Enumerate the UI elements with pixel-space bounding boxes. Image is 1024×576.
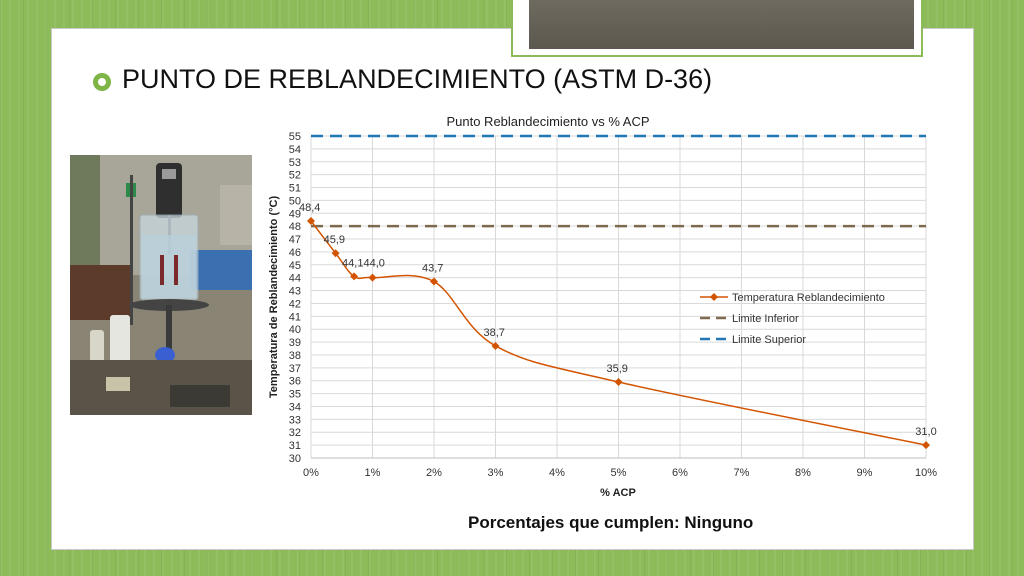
y-tick-label: 44 bbox=[289, 273, 301, 285]
data-label: 44,144,0 bbox=[342, 257, 385, 269]
x-tick-label: 10% bbox=[915, 467, 937, 479]
conclusion-text: Porcentajes que cumplen: Ninguno bbox=[468, 513, 754, 532]
data-label: 45,9 bbox=[324, 234, 345, 246]
slide-heading: PUNTO DE REBLANDECIMIENTO (ASTM D-36) bbox=[122, 64, 713, 94]
data-label: 38,7 bbox=[484, 327, 505, 339]
data-point-marker bbox=[614, 378, 623, 387]
chart-legend: Temperatura Reblandecimiento Limite Infer… bbox=[700, 292, 885, 346]
legend-label: Limite Inferior bbox=[732, 313, 799, 325]
x-tick-label: 0% bbox=[303, 467, 319, 479]
y-tick-label: 54 bbox=[289, 144, 301, 156]
data-point-marker bbox=[331, 249, 340, 258]
data-label: 31,0 bbox=[915, 426, 936, 438]
x-tick-label: 6% bbox=[672, 467, 688, 479]
data-point-marker bbox=[350, 272, 359, 281]
y-tick-label: 48 bbox=[289, 221, 301, 233]
y-tick-label: 39 bbox=[289, 337, 301, 349]
temperatura-reblandecimiento-line bbox=[310, 220, 927, 446]
y-tick-label: 41 bbox=[289, 311, 301, 323]
y-tick-label: 35 bbox=[289, 389, 301, 401]
y-tick-label: 40 bbox=[289, 324, 301, 336]
x-tick-label: 4% bbox=[549, 467, 565, 479]
y-tick-label: 38 bbox=[289, 350, 301, 362]
x-tick-label: 5% bbox=[611, 467, 627, 479]
y-tick-label: 36 bbox=[289, 376, 301, 388]
bullet-icon bbox=[93, 73, 111, 91]
x-tick-label: 3% bbox=[488, 467, 504, 479]
y-tick-label: 31 bbox=[289, 440, 301, 452]
data-point-marker bbox=[491, 341, 500, 350]
data-point-marker bbox=[430, 277, 438, 286]
data-point-marker bbox=[307, 217, 315, 226]
y-tick-label: 37 bbox=[289, 363, 301, 375]
legend-label: Temperatura Reblandecimiento bbox=[732, 292, 885, 304]
legend-marker bbox=[710, 293, 718, 301]
y-tick-label: 50 bbox=[289, 195, 301, 207]
y-tick-label: 42 bbox=[289, 298, 301, 310]
chart-series: 48,4 45,9 44,144,0 43,7 38,7 35,9 31,0 bbox=[299, 134, 937, 450]
chart-title: Punto Reblandecimiento vs % ACP bbox=[446, 114, 649, 129]
y-tick-label: 46 bbox=[289, 247, 301, 259]
data-label: 43,7 bbox=[422, 263, 443, 275]
x-tick-label: 1% bbox=[365, 467, 381, 479]
y-axis-label: Temperatura de Reblandecimiento (°C) bbox=[268, 196, 280, 399]
y-tick-label: 30 bbox=[289, 453, 301, 465]
x-tick-label: 8% bbox=[795, 467, 811, 479]
legend-label: Limite Superior bbox=[732, 334, 806, 346]
data-point-marker bbox=[368, 273, 377, 282]
y-tick-label: 55 bbox=[289, 131, 301, 143]
lab-photo bbox=[70, 155, 252, 415]
y-tick-label: 52 bbox=[289, 170, 301, 182]
y-tick-label: 43 bbox=[289, 286, 301, 298]
y-tick-label: 45 bbox=[289, 260, 301, 272]
x-tick-label: 9% bbox=[857, 467, 873, 479]
x-tick-label: 2% bbox=[426, 467, 442, 479]
y-tick-label: 53 bbox=[289, 157, 301, 169]
data-point-marker bbox=[922, 441, 930, 450]
x-axis-label: % ACP bbox=[600, 487, 636, 499]
top-photo bbox=[529, 0, 914, 49]
y-tick-label: 47 bbox=[289, 234, 301, 246]
x-tick-label: 7% bbox=[734, 467, 750, 479]
y-tick-label: 34 bbox=[289, 401, 301, 413]
y-tick-label: 49 bbox=[289, 208, 301, 220]
data-label: 35,9 bbox=[607, 363, 628, 375]
chart: Punto Reblandecimiento vs % ACP Temperat… bbox=[268, 114, 937, 499]
y-tick-label: 51 bbox=[289, 183, 301, 195]
y-tick-label: 33 bbox=[289, 414, 301, 426]
y-tick-label: 32 bbox=[289, 427, 301, 439]
data-label: 48,4 bbox=[299, 202, 320, 214]
chart-axes: 3031323334353637383940414243444546474849… bbox=[289, 131, 937, 479]
